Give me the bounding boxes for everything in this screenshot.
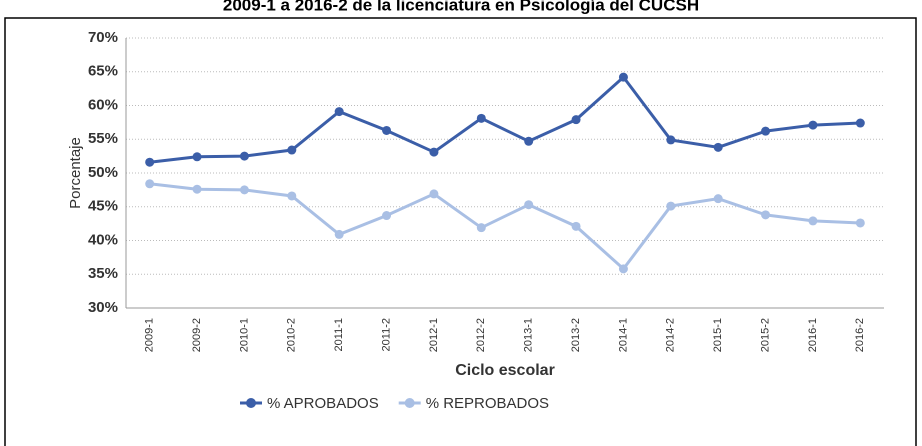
x-tick-label: 2009-1 (144, 318, 156, 352)
point (334, 107, 344, 117)
point (666, 135, 676, 145)
x-tick-label: 2014-1 (617, 318, 629, 352)
point (476, 223, 486, 233)
point (808, 216, 818, 226)
series-line (149, 74, 861, 164)
point (524, 200, 534, 210)
y-tick-label: 55% (88, 130, 118, 147)
y-tick-label: 50% (88, 164, 118, 181)
y-tick-label: 40% (88, 231, 118, 248)
x-tick-label: 2014-2 (665, 318, 677, 352)
x-tick-label: 2011-2 (380, 318, 392, 351)
x-tick-label: 2015-1 (712, 318, 724, 352)
chart-title: 2009-1 a 2016-2 de la licenciatura en Ps… (223, 0, 699, 14)
x-tick-label: 2016-1 (807, 318, 819, 352)
point (239, 151, 249, 161)
point (761, 210, 771, 220)
point (855, 118, 865, 128)
x-tick-label: 2015-2 (759, 318, 771, 352)
frame (4, 17, 917, 446)
y-tick-label: 45% (88, 198, 118, 215)
point (287, 145, 297, 155)
x-tick-label: 2012-2 (475, 318, 487, 352)
point (382, 125, 392, 135)
point (666, 201, 676, 211)
point (571, 221, 581, 231)
x-axis-label: Ciclo escolar (455, 362, 555, 379)
point (618, 264, 628, 274)
point (571, 115, 581, 125)
point (192, 184, 202, 194)
y-tick-label: 65% (88, 63, 118, 80)
legend-label: % APROBADOS (267, 395, 379, 412)
y-tick-label: 60% (88, 96, 118, 113)
point (855, 218, 865, 228)
y-tick-label: 35% (88, 265, 118, 282)
point (334, 229, 344, 239)
series-line (149, 182, 861, 272)
point (476, 113, 486, 123)
point (808, 120, 818, 130)
y-tick-label: 30% (88, 299, 118, 316)
point (761, 126, 771, 136)
point (429, 189, 439, 199)
x-tick-label: 2013-1 (523, 318, 535, 352)
legend-marker (404, 398, 415, 408)
point (618, 72, 628, 82)
y-tick-label: 70% (88, 29, 118, 46)
legend-marker (246, 398, 256, 408)
point (713, 194, 723, 204)
point (145, 179, 155, 189)
x-tick-label: 2009-2 (191, 318, 203, 352)
y-axis-label: Porcentaje (67, 137, 84, 209)
point (145, 157, 155, 167)
point (287, 191, 297, 201)
point (192, 152, 202, 162)
x-tick-label: 2012-1 (428, 318, 440, 352)
x-tick-label: 2013-2 (570, 318, 582, 352)
x-tick-label: 2011-1 (333, 318, 345, 351)
point (382, 211, 392, 221)
x-tick-label: 2010-2 (286, 318, 298, 352)
point (239, 185, 249, 195)
point (524, 136, 534, 146)
point (429, 147, 439, 157)
legend-label: % REPROBADOS (426, 395, 549, 412)
point (713, 142, 723, 152)
x-tick-label: 2016-2 (854, 318, 866, 352)
x-tick-label: 2010-1 (238, 318, 250, 352)
